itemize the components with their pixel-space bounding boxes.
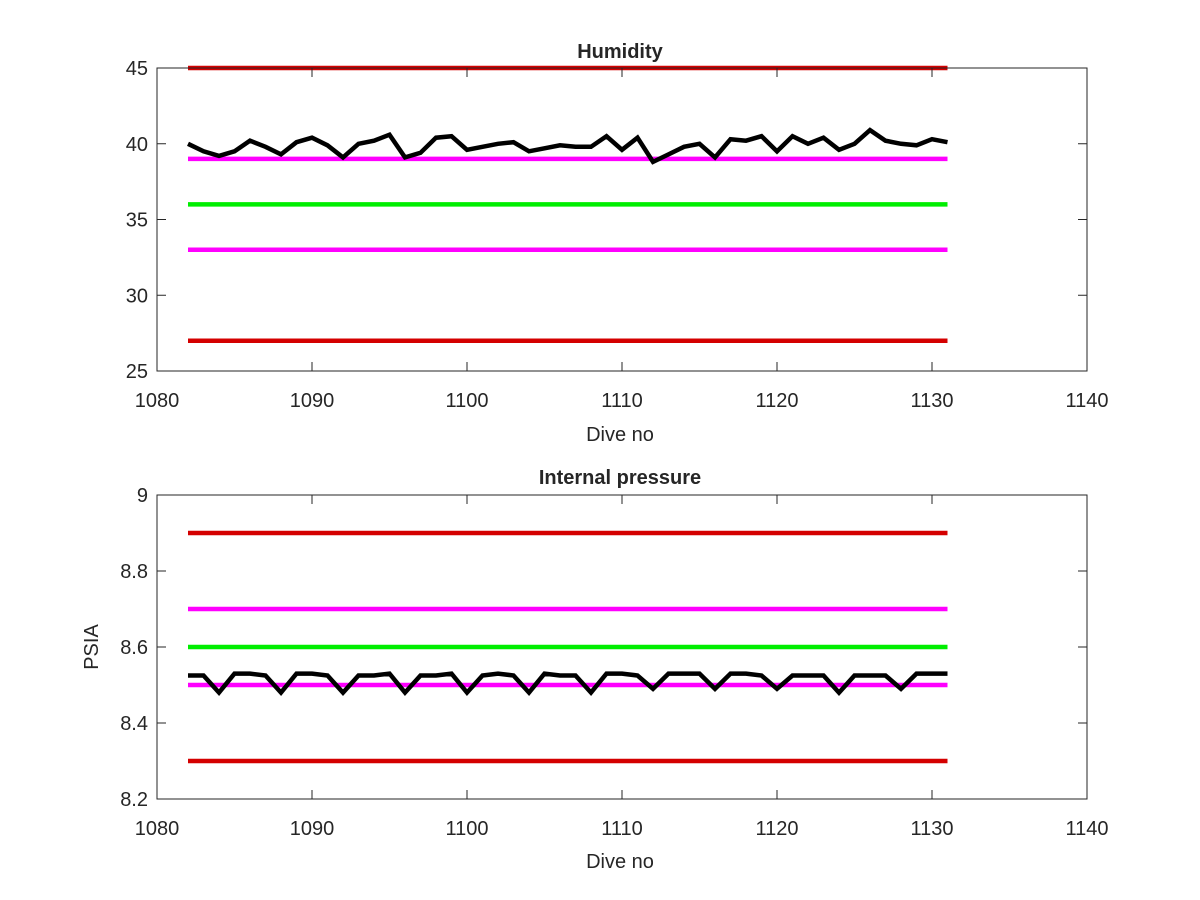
x-tick-label: 1090	[290, 818, 335, 840]
x-tick-label: 1130	[910, 818, 953, 840]
x-tick-label: 1080	[135, 818, 180, 840]
x-tick-label: 1110	[601, 818, 643, 840]
y-tick-label: 9	[137, 485, 148, 507]
x-tick-label: 1130	[910, 390, 953, 412]
axes-box	[156, 67, 1088, 372]
y-tick-label: 8.2	[120, 789, 148, 811]
x-tick-label: 1140	[1065, 818, 1108, 840]
y-tick-label: 8.6	[120, 637, 148, 659]
y-tick-label: 35	[126, 210, 148, 232]
x-tick-label: 1120	[755, 390, 798, 412]
x-axis-label: Dive no	[586, 851, 654, 873]
y-tick-label: 30	[126, 285, 148, 307]
x-axis-label: Dive no	[586, 424, 654, 446]
series-line	[188, 671, 948, 697]
humidity-chart: Humidity Dive no 1080 1090 1100 1110 1120 113…	[126, 41, 1109, 446]
chart-title: Internal pressure	[539, 467, 701, 489]
x-tick-label: 1110	[601, 390, 643, 412]
y-tick-label: 25	[126, 361, 148, 383]
y-tick-label: 40	[126, 134, 148, 156]
x-tick-label: 1100	[445, 818, 488, 840]
x-tick-label: 1100	[445, 390, 488, 412]
x-tick-label: 1140	[1065, 390, 1108, 412]
y-tick-label: 45	[126, 58, 148, 80]
x-tick-label: 1120	[755, 818, 798, 840]
y-axis-label: PSIA	[81, 624, 103, 670]
series-line	[187, 127, 948, 165]
y-tick-label: 8.4	[120, 713, 148, 735]
y-tick-label: 8.8	[120, 561, 148, 583]
internal-pressure-chart: Internal pressure Dive no PSIA 1080 1090 1…	[81, 467, 1109, 873]
x-tick-label: 1080	[135, 390, 180, 412]
chart-title: Humidity	[577, 41, 663, 63]
x-tick-label: 1090	[290, 390, 335, 412]
